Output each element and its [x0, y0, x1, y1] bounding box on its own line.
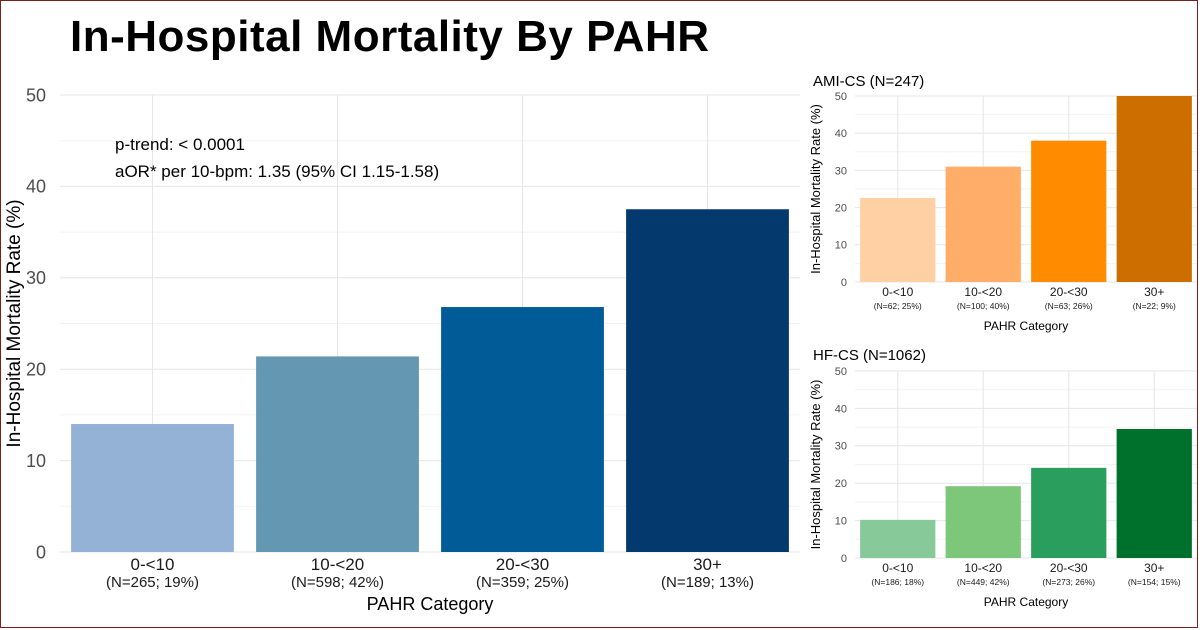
x-tick-sublabel: (N=186; 18%): [871, 577, 924, 587]
bar-10-<20: [945, 486, 1021, 558]
bar-20-<30: [1031, 140, 1107, 282]
y-tick-label: 50: [835, 366, 847, 378]
y-tick-label: 50: [26, 85, 46, 105]
y-tick-label: 40: [835, 128, 847, 140]
y-axis-label: In-Hospital Mortality Rate (%): [808, 104, 823, 274]
x-tick-label: 30+: [1144, 285, 1164, 299]
y-tick-label: 40: [835, 403, 847, 415]
bar-10-<20: [256, 356, 419, 552]
bar-20-<30: [1031, 467, 1107, 558]
bar-30+: [1116, 96, 1192, 282]
x-tick-sublabel: (N=63; 26%): [1045, 301, 1093, 311]
y-tick-label: 40: [26, 177, 46, 197]
chart-annotation: p-trend: < 0.0001: [115, 135, 245, 154]
x-tick-sublabel: (N=265; 19%): [106, 574, 199, 591]
bar-30+: [1116, 428, 1192, 558]
x-tick-sublabel: (N=449; 42%): [957, 577, 1010, 587]
y-tick-label: 30: [26, 268, 46, 288]
x-axis-label: PAHR Category: [367, 594, 494, 614]
x-tick-label: 30+: [693, 555, 722, 574]
x-tick-sublabel: (N=22; 9%): [1133, 301, 1176, 311]
x-tick-label: 20-<30: [496, 555, 549, 574]
y-tick-label: 20: [835, 478, 847, 490]
chart-annotation: aOR* per 10-bpm: 1.35 (95% CI 1.15-1.58): [115, 162, 439, 181]
x-tick-sublabel: (N=598; 42%): [291, 574, 384, 591]
bar-0-<10: [860, 197, 936, 282]
ami-cs-chart: 0 10 20 30 40 50 0-<10 (N=62; 25%) 10-<20 (N=100;…: [808, 73, 1197, 333]
bar-10-<20: [945, 166, 1021, 282]
chart-title: AMI-CS (N=247): [813, 73, 924, 90]
chart-title: HF-CS (N=1062): [813, 347, 926, 364]
y-tick-label: 10: [835, 515, 847, 527]
x-tick-label: 0-<10: [882, 561, 913, 575]
x-tick-label: 0-<10: [131, 555, 175, 574]
y-tick-label: 10: [26, 451, 46, 471]
x-tick-sublabel: (N=100; 40%): [957, 301, 1010, 311]
bar-30+: [626, 209, 789, 552]
hf-cs-chart: 0 10 20 30 40 50 0-<10 (N=186; 18%) 10-<20 (N=449…: [808, 347, 1197, 609]
y-tick-label: 20: [26, 360, 46, 380]
y-axis-label: In-Hospital Mortality Rate (%): [4, 199, 25, 447]
bar-0-<10: [860, 519, 936, 558]
bar-0-<10: [71, 424, 234, 552]
x-tick-sublabel: (N=189; 13%): [661, 574, 754, 591]
x-tick-label: 20-<30: [1050, 561, 1088, 575]
y-tick-label: 0: [36, 542, 46, 562]
y-tick-label: 10: [835, 240, 847, 252]
y-tick-label: 50: [835, 91, 847, 103]
y-tick-label: 30: [835, 441, 847, 453]
x-axis-label: PAHR Category: [984, 319, 1068, 333]
x-tick-sublabel: (N=62; 25%): [874, 301, 922, 311]
y-tick-label: 20: [835, 202, 847, 214]
page-title: In-Hospital Mortality By PAHR: [70, 12, 710, 61]
y-tick-label: 0: [841, 553, 847, 565]
y-tick-label: 0: [841, 277, 847, 289]
x-tick-sublabel: (N=359; 25%): [476, 574, 569, 591]
bar-20-<30: [441, 307, 604, 552]
y-tick-label: 30: [835, 165, 847, 177]
x-tick-label: 20-<30: [1050, 285, 1088, 299]
x-tick-label: 10-<20: [964, 561, 1002, 575]
y-axis-label: In-Hospital Mortality Rate (%): [808, 380, 823, 550]
x-tick-label: 10-<20: [311, 555, 364, 574]
x-tick-label: 10-<20: [964, 285, 1002, 299]
x-tick-sublabel: (N=154; 15%): [1128, 577, 1181, 587]
x-axis-label: PAHR Category: [984, 595, 1068, 609]
x-tick-label: 0-<10: [882, 285, 913, 299]
main-mortality-chart: 0 10 20 30 40 50 0-<10(N=265; 19%) 10-<20(N=598…: [4, 85, 800, 614]
x-tick-label: 30+: [1144, 561, 1164, 575]
x-tick-sublabel: (N=273; 26%): [1042, 577, 1095, 587]
